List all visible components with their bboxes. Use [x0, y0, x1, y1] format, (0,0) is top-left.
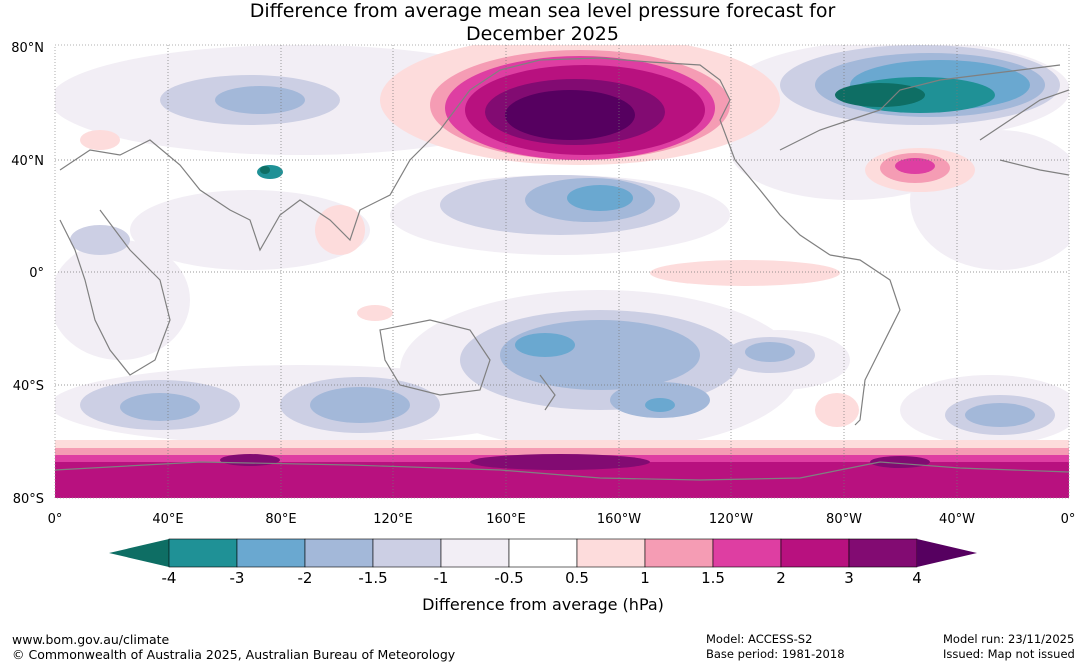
lat-label: 40°N — [11, 154, 44, 169]
footer-left: www.bom.gov.au/climate © Commonwealth of… — [12, 632, 455, 662]
colorbar-tick-label: -2 — [298, 569, 313, 587]
longitude-labels: 0° 40°E 80°E 120°E 160°E 160°W 120°W 80°… — [48, 512, 1076, 527]
colorbar-tick-label: -1.5 — [358, 569, 387, 587]
model-name: Model: ACCESS-S2 — [706, 632, 813, 646]
footer-model-info: Model: ACCESS-S2 Base period: 1981-2018 — [706, 632, 845, 662]
colorbar-segment — [168, 538, 238, 568]
lon-label: 40°E — [152, 512, 183, 527]
latitude-labels: 80°N 40°N 0° 40°S 80°S — [11, 41, 44, 507]
colorbar-segment — [712, 538, 782, 568]
colorbar-segment — [508, 538, 578, 568]
colorbar-segment — [236, 538, 306, 568]
colorbar-segment — [780, 538, 850, 568]
copyright-text: © Commonwealth of Australia 2025, Austra… — [12, 647, 456, 662]
lon-label: 160°E — [486, 512, 526, 527]
lat-label: 40°S — [13, 379, 44, 394]
colorbar-low-triangle — [109, 539, 169, 567]
chart-title: Difference from average mean sea level p… — [0, 0, 1085, 46]
colorbar-segment — [304, 538, 374, 568]
colorbar-tick-label: 1 — [640, 569, 650, 587]
colorbar-segment — [576, 538, 646, 568]
colorbar-high-triangle — [917, 539, 977, 567]
colorbar-tick-label: 2 — [776, 569, 786, 587]
colorbar-tick-label: 0.5 — [565, 569, 589, 587]
issue-status: Issued: Map not issued — [943, 647, 1075, 661]
colorbar-tick-label: -4 — [162, 569, 177, 587]
title-line-1: Difference from average mean sea level p… — [249, 0, 836, 22]
colorbar-tick-label: 1.5 — [701, 569, 725, 587]
lon-label: 0° — [1061, 512, 1076, 527]
footer-run-info: Model run: 23/11/2025 Issued: Map not is… — [943, 632, 1075, 662]
colorbar-segment — [440, 538, 510, 568]
colorbar-tick-label: -1 — [434, 569, 449, 587]
colorbar: -4 -3 -2 -1.5 -1 -0.5 0.5 1 1.5 2 3 4 Difference fr… — [109, 538, 977, 614]
lon-label: 80°W — [826, 512, 862, 527]
lat-label: 80°S — [13, 492, 44, 507]
colorbar-title: Difference from average (hPa) — [422, 595, 664, 614]
over-4-regions — [505, 90, 635, 140]
colorbar-tick-label: 4 — [912, 569, 922, 587]
lon-label: 120°W — [709, 512, 753, 527]
colorbar-tick-label: -3 — [230, 569, 245, 587]
base-period: Base period: 1981-2018 — [706, 647, 845, 661]
model-run-date: Model run: 23/11/2025 — [943, 632, 1075, 646]
website-link[interactable]: www.bom.gov.au/climate — [12, 632, 170, 647]
colorbar-segment — [372, 538, 442, 568]
lon-label: 80°E — [265, 512, 296, 527]
lon-label: 120°E — [373, 512, 413, 527]
lon-label: 0° — [48, 512, 63, 527]
lat-label: 0° — [29, 266, 44, 281]
colorbar-segment — [644, 538, 714, 568]
colorbar-tick-labels: -4 -3 -2 -1.5 -1 -0.5 0.5 1 1.5 2 3 4 — [162, 569, 922, 587]
anomaly-field — [55, 45, 1069, 498]
graticule — [55, 45, 1069, 498]
lat-label: 80°N — [11, 41, 44, 56]
colorbar-tick-label: -0.5 — [494, 569, 523, 587]
lon-label: 40°W — [939, 512, 975, 527]
map-frame — [54, 44, 1070, 499]
colorbar-tick-label: 3 — [844, 569, 854, 587]
colorbar-segments — [168, 538, 918, 568]
lon-label: 160°W — [597, 512, 641, 527]
title-line-2: December 2025 — [466, 23, 619, 45]
colorbar-segment — [848, 538, 918, 568]
